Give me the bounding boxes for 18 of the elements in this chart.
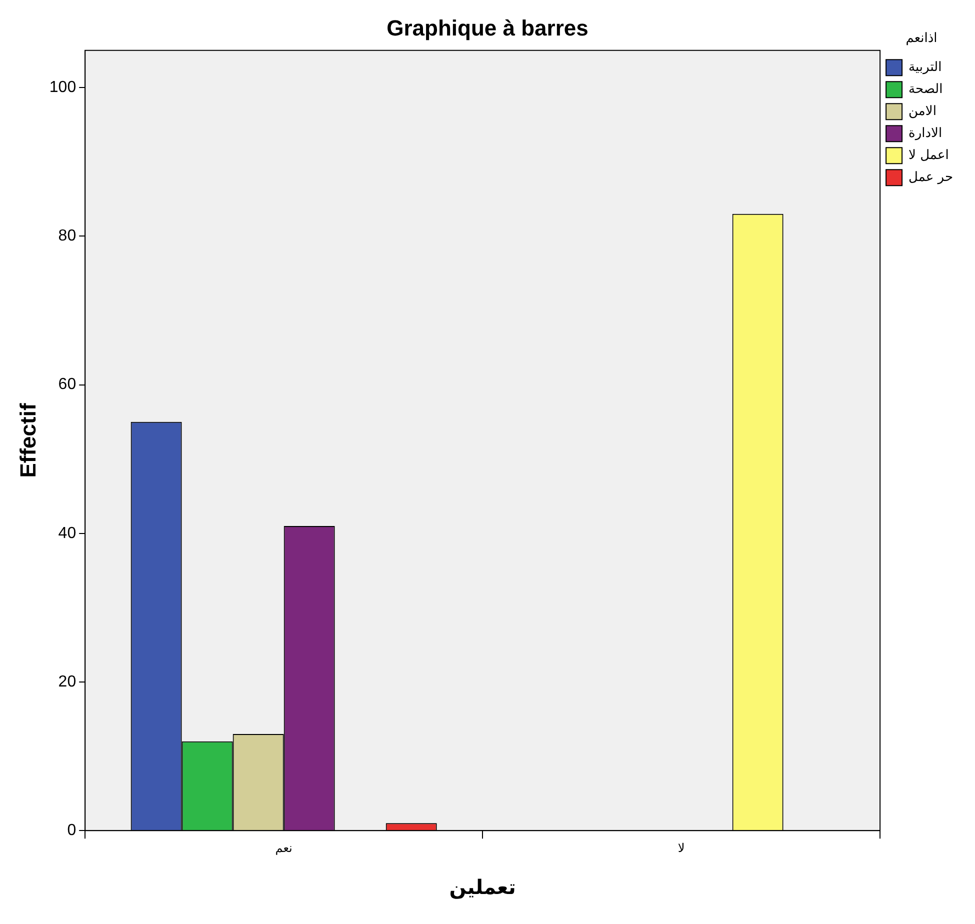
- y-axis-title: Effectif: [15, 402, 40, 478]
- x-tick-label: لا: [678, 840, 685, 855]
- y-tick-label: 0: [67, 822, 76, 840]
- legend-label: الادارة: [908, 126, 942, 141]
- legend-label: التربية: [908, 60, 942, 75]
- x-axis-title: تعملين: [449, 875, 516, 900]
- legend-label: الامن: [908, 104, 936, 119]
- legend-label: الصحة: [908, 82, 943, 97]
- legend-title: اذانعم: [906, 30, 938, 46]
- y-tick-label: 80: [58, 228, 76, 245]
- x-tick-label: نعم: [275, 840, 292, 855]
- y-tick-label: 20: [58, 673, 76, 690]
- chart-title: Graphique à barres: [386, 15, 588, 40]
- legend-label: اعمل لا: [908, 148, 949, 163]
- y-tick-label: 60: [58, 376, 76, 394]
- legend-label: حر عمل: [908, 170, 954, 185]
- y-tick-label: 100: [49, 78, 76, 96]
- y-tick-label: 40: [58, 524, 76, 542]
